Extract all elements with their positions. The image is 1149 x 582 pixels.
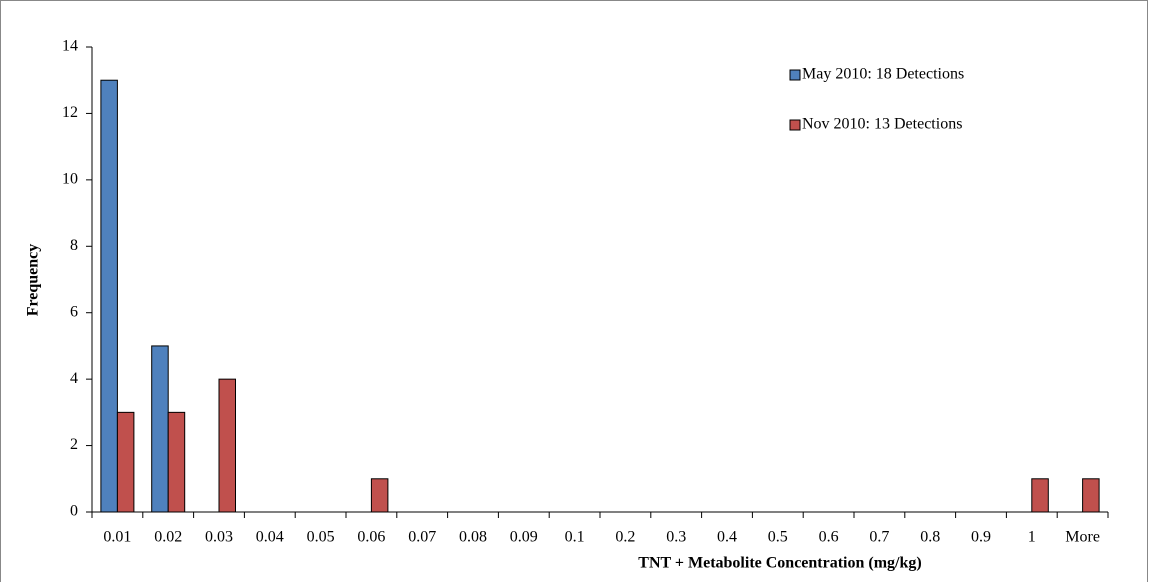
bar — [167, 411, 186, 513]
x-tick-label: 0.5 — [768, 529, 788, 546]
x-tick-label: 0.8 — [920, 529, 940, 546]
x-tick-label: 0.4 — [717, 529, 737, 546]
x-tick-label: 0.01 — [103, 529, 131, 546]
bar — [151, 345, 169, 513]
x-tick-label: 0.08 — [459, 529, 487, 546]
x-tick-label: 0.7 — [869, 529, 889, 546]
y-tick-label: 14 — [62, 38, 78, 55]
x-tick-label: 0.9 — [971, 529, 991, 546]
y-tick-label: 2 — [70, 436, 78, 453]
y-tick-label: 4 — [70, 370, 78, 387]
y-tick-label: 8 — [70, 237, 78, 254]
bar — [1031, 478, 1049, 513]
x-tick-label: 0.1 — [565, 529, 585, 546]
legend-swatch — [789, 69, 801, 81]
legend-label: Nov 2010: 13 Detections — [802, 116, 962, 133]
x-tick-label: 0.04 — [256, 529, 284, 546]
x-tick-label: 0.2 — [615, 529, 635, 546]
x-tick-label: 0.06 — [357, 529, 385, 546]
x-tick-label: 0.02 — [154, 529, 182, 546]
bar — [370, 478, 389, 513]
bar — [218, 378, 236, 513]
y-tick-label: 12 — [62, 104, 78, 121]
legend-swatch — [789, 119, 801, 131]
y-tick-label: 10 — [62, 171, 78, 188]
y-tick-label: 6 — [70, 303, 78, 320]
x-tick-label: 1 — [1028, 529, 1036, 546]
x-tick-label: 0.03 — [205, 529, 233, 546]
x-tick-label: 0.6 — [819, 529, 839, 546]
x-axis-label: TNT + Metabolite Concentration (mg/kg) — [638, 555, 921, 572]
bar — [116, 411, 135, 513]
bar — [1082, 478, 1100, 513]
x-tick-label: 0.05 — [307, 529, 335, 546]
legend-label: May 2010: 18 Detections — [802, 66, 964, 83]
y-tick-label: 0 — [70, 503, 78, 520]
y-axis-label: Frequency — [25, 244, 42, 317]
x-tick-label: 0.3 — [666, 529, 686, 546]
x-tick-label: 0.07 — [408, 529, 436, 546]
x-tick-label: More — [1065, 529, 1100, 546]
x-tick-label: 0.09 — [510, 529, 538, 546]
bar — [100, 79, 118, 513]
